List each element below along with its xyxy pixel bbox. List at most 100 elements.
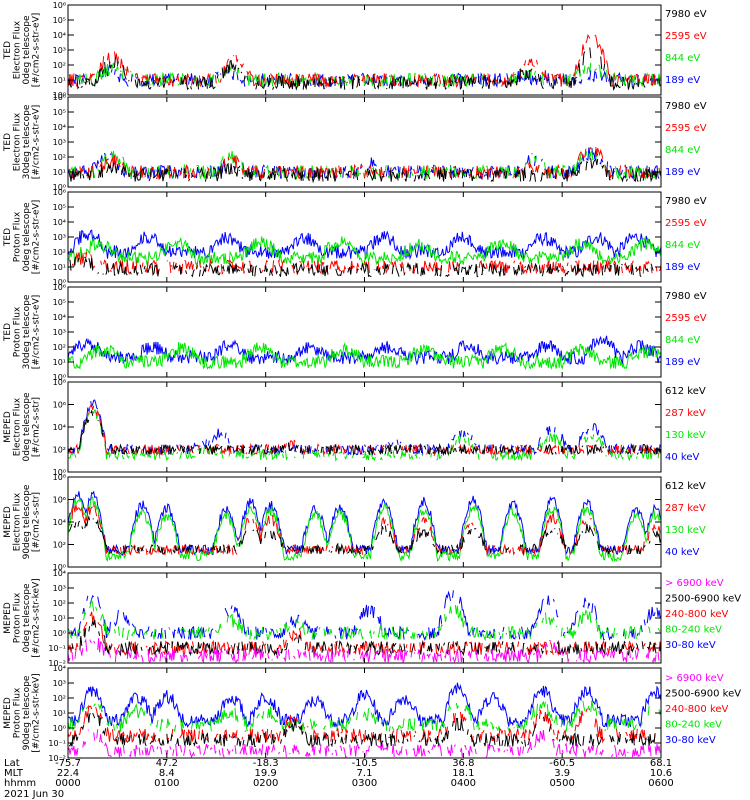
series-line [470, 434, 473, 441]
series-line [585, 428, 590, 435]
series-line [457, 436, 461, 444]
series-line [481, 718, 489, 727]
series-line [130, 544, 133, 548]
series-line [635, 733, 638, 736]
series-line [347, 649, 350, 658]
series-line [269, 269, 274, 276]
series-line [151, 80, 154, 85]
series-line [382, 263, 389, 275]
series-line [353, 658, 355, 661]
series-line [508, 266, 511, 269]
time-value: 0000 [55, 778, 80, 789]
series-line [418, 79, 421, 81]
series-line [120, 166, 127, 175]
series-line [74, 251, 88, 266]
y-axis-label: [#/cm2-s-str-eV] [32, 105, 42, 180]
series-line [156, 544, 166, 555]
series-line [497, 450, 500, 455]
series-line [306, 445, 310, 454]
series-line [502, 168, 508, 179]
legend-entry: 844 eV [665, 145, 700, 156]
series-line [83, 627, 87, 638]
series-line [436, 643, 441, 652]
series-line [199, 166, 204, 177]
series-line [498, 649, 501, 653]
series-line [528, 162, 534, 173]
y-axis-label: [#/cm2-s-str] [32, 397, 42, 457]
series-line [336, 727, 340, 737]
y-tick-label: 10⁻² [48, 659, 66, 668]
series-line [614, 744, 617, 758]
series-line [332, 169, 337, 182]
series-line [452, 263, 460, 275]
series-line [73, 522, 77, 529]
series-line [281, 167, 287, 178]
series-line [589, 158, 599, 169]
series-line [468, 169, 473, 179]
series-line [308, 445, 312, 454]
series-line [439, 265, 443, 277]
series-line [581, 44, 585, 56]
series-line [241, 168, 246, 176]
series-line [198, 260, 202, 268]
series-line [540, 158, 543, 162]
series-line [109, 62, 112, 69]
series-line [605, 260, 613, 272]
series-line [375, 75, 382, 87]
series-line [476, 721, 481, 731]
series-line [540, 72, 544, 85]
series-line [290, 170, 297, 181]
series-line [179, 170, 183, 177]
series-line [536, 647, 542, 663]
series-line [432, 442, 449, 457]
series-line [460, 264, 473, 276]
series-line [504, 735, 511, 747]
series-line [249, 642, 254, 650]
series-line [626, 644, 635, 657]
series-line [441, 730, 449, 744]
series-line [346, 81, 349, 84]
series-line [467, 745, 473, 757]
series-line [175, 743, 179, 757]
series-line [497, 546, 502, 553]
series-line [316, 78, 326, 90]
series-line [152, 80, 155, 84]
series-line [283, 624, 290, 633]
series-line [572, 154, 582, 174]
series-line [234, 745, 237, 755]
series-line [423, 445, 427, 450]
series-line [485, 644, 490, 652]
series-line [395, 267, 400, 277]
series-line [389, 74, 405, 87]
series-line [489, 722, 495, 730]
series-line [449, 606, 452, 614]
x-row-label: MLT [4, 768, 24, 779]
series-line [348, 76, 351, 79]
series-line [247, 264, 254, 276]
series-line [395, 746, 403, 756]
legend-entry: 612 keV [665, 481, 706, 492]
series-line [335, 546, 339, 553]
series-line [560, 167, 564, 177]
series-line [316, 443, 320, 451]
series-line [377, 733, 384, 747]
series-line [159, 651, 164, 662]
series-line [535, 164, 540, 173]
series-line [582, 597, 587, 609]
series-line [585, 160, 589, 171]
series-line [298, 547, 301, 554]
series-line [496, 734, 501, 747]
y-axis-label: 0deg telescope [22, 15, 32, 85]
series-line [162, 77, 167, 88]
y-axis-label: Proton Flux [13, 211, 23, 262]
series-line [537, 446, 539, 450]
series-line [68, 168, 71, 172]
series-line [143, 265, 146, 270]
series-line [101, 153, 108, 165]
series-line [369, 165, 378, 176]
series-line [573, 641, 577, 649]
series-line [646, 531, 650, 542]
series-line [299, 448, 304, 456]
series-line [121, 627, 125, 638]
